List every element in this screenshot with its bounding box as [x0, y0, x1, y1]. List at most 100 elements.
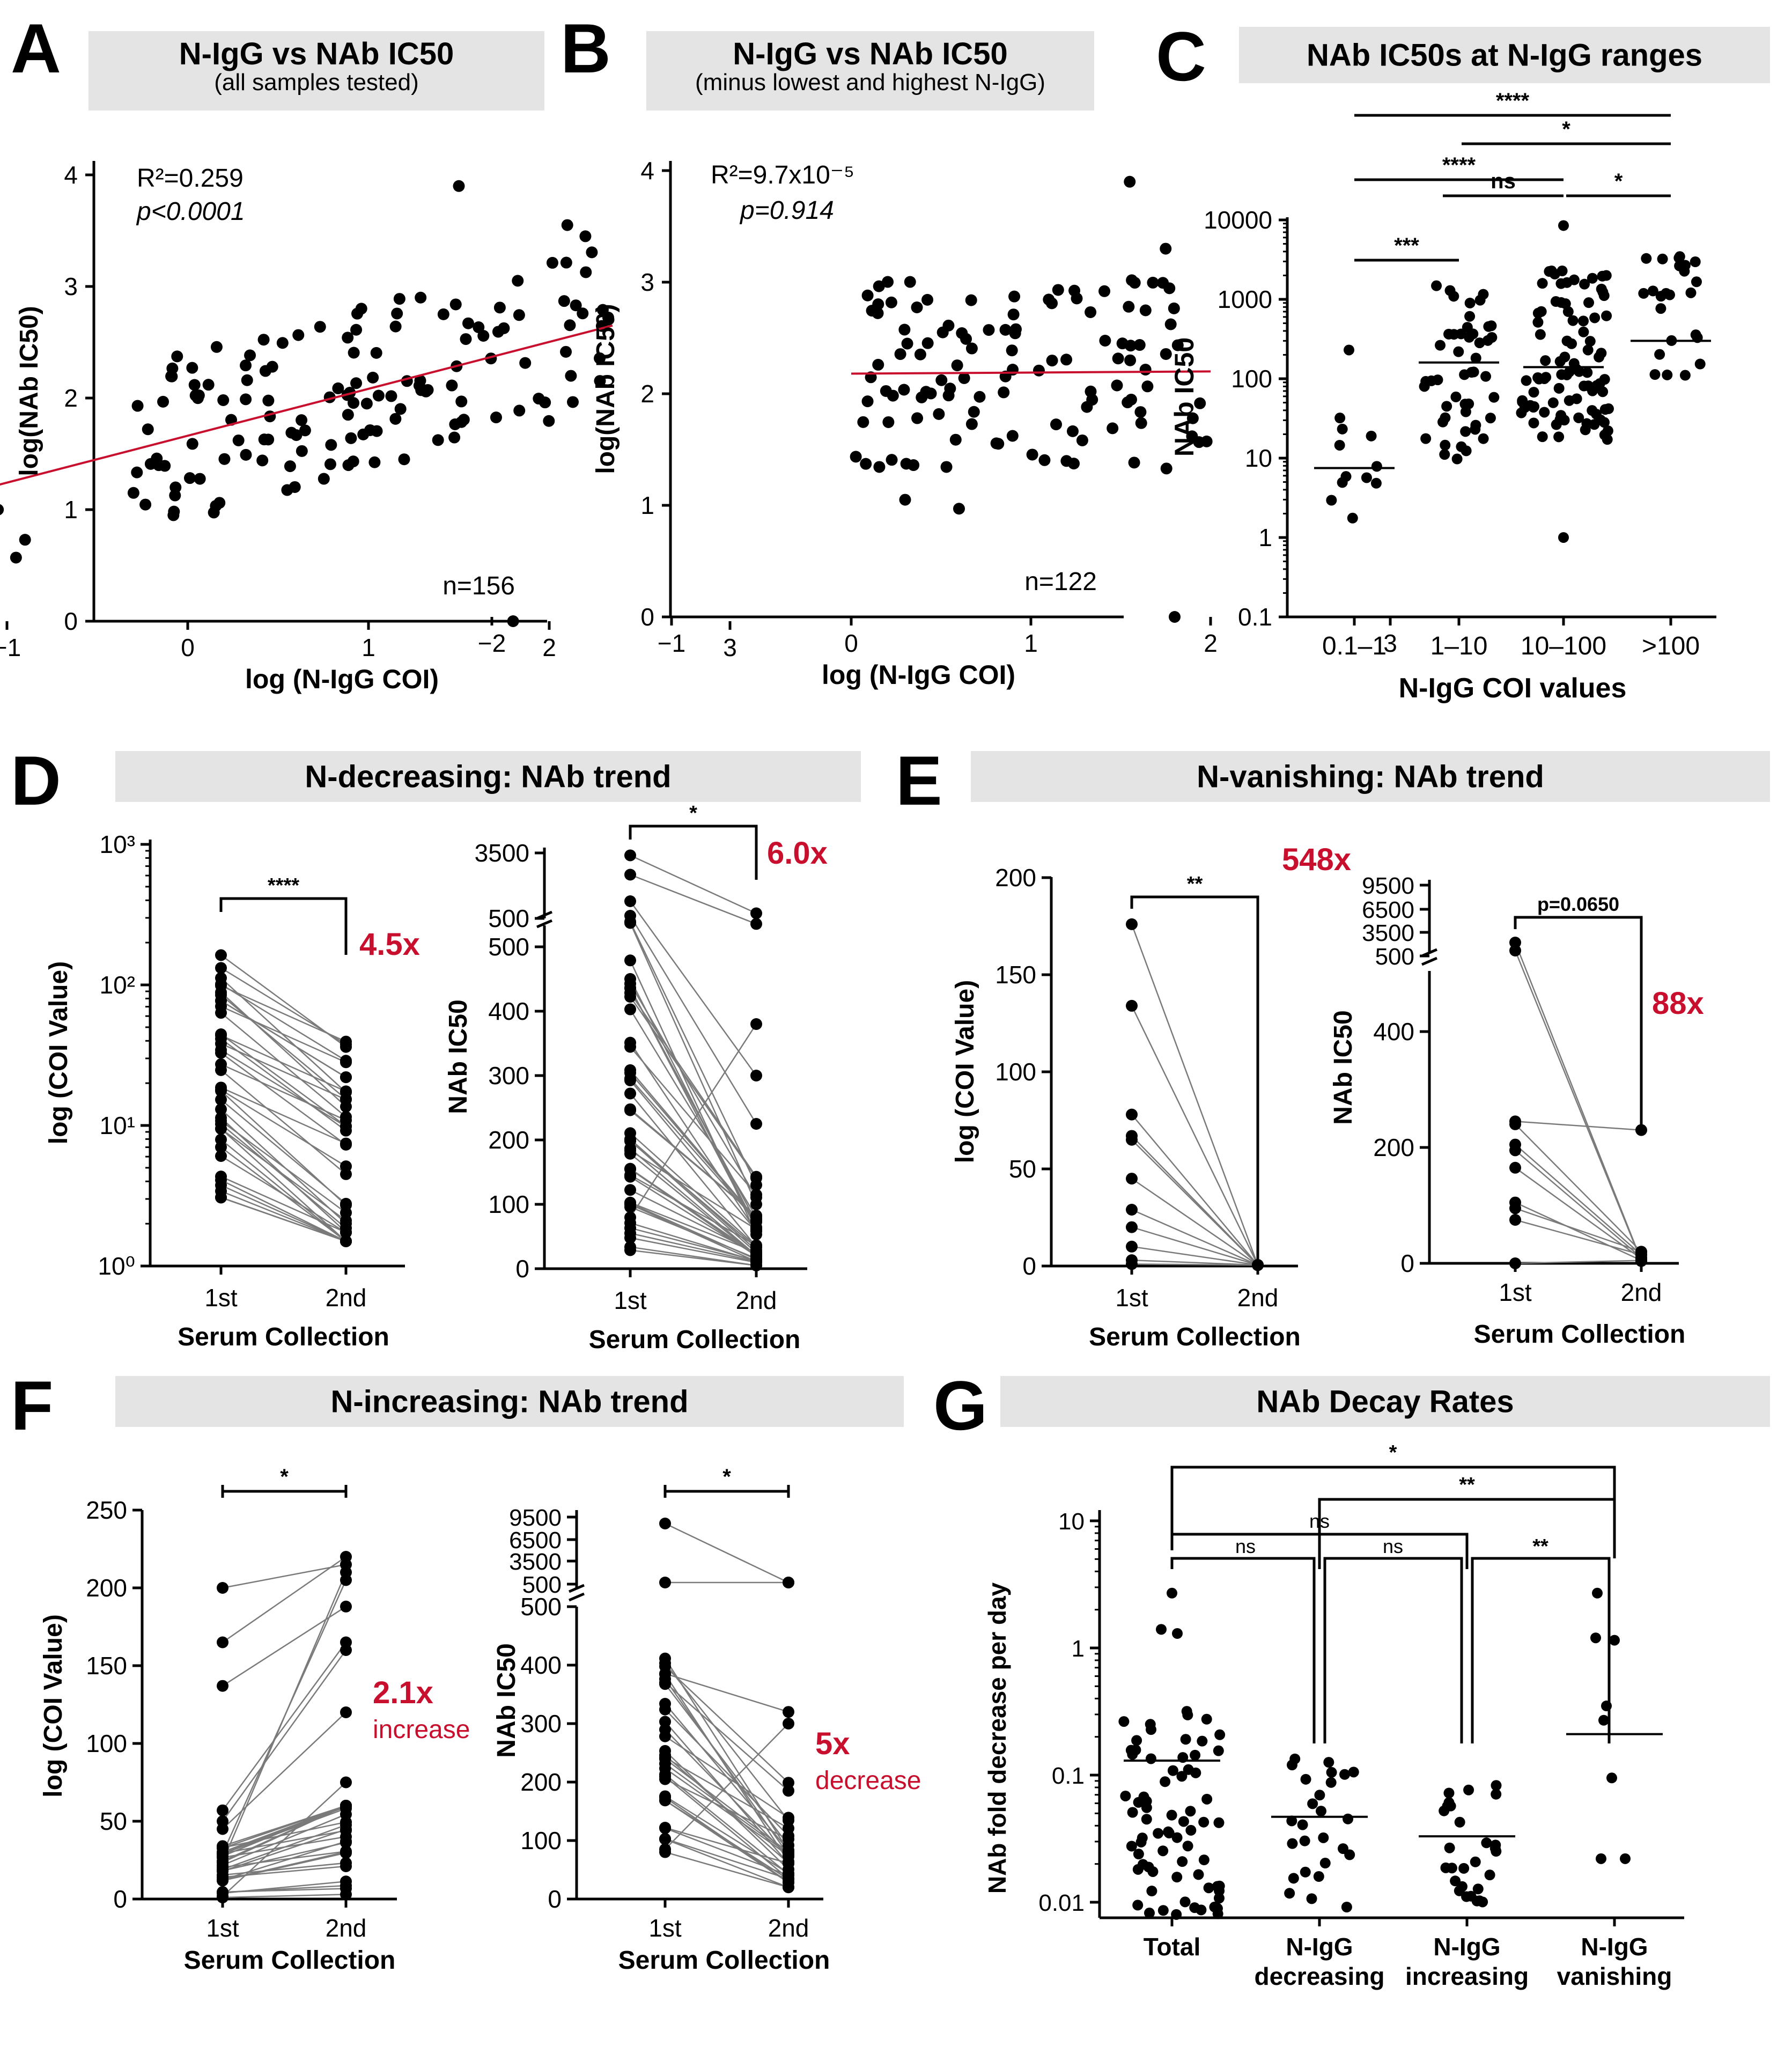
data-point [1609, 1635, 1620, 1646]
data-point [367, 371, 379, 384]
data-point [1463, 1784, 1474, 1795]
data-point [543, 415, 555, 427]
data-point [340, 1600, 352, 1613]
y-axis-label: NAb IC50 [444, 999, 473, 1114]
data-point [1366, 430, 1377, 441]
data-point [340, 1835, 352, 1848]
data-point [318, 473, 330, 485]
significance-label: * [280, 1465, 289, 1489]
data-point [624, 1133, 636, 1145]
paired-line [665, 1763, 789, 1854]
data-point [750, 1249, 762, 1262]
paired-line [630, 855, 757, 914]
paired-line [665, 1673, 789, 1713]
y-tick-label: 10 [1245, 444, 1272, 472]
data-point [1168, 302, 1180, 314]
data-point [1128, 457, 1140, 469]
data-point [783, 1785, 794, 1797]
data-point [340, 1235, 352, 1247]
data-point [165, 370, 178, 382]
data-point [783, 1848, 794, 1860]
significance-bracket [1170, 1466, 1616, 1550]
fold-change: 4.5x [359, 927, 420, 962]
paired-line [665, 1838, 789, 1880]
significance-label: ns [1235, 1535, 1256, 1557]
data-point [398, 453, 410, 466]
data-point [911, 412, 924, 424]
data-point [1420, 433, 1432, 444]
data-point [1193, 436, 1205, 448]
paired-line [222, 1712, 346, 1830]
data-point [1318, 1832, 1329, 1843]
data-point [659, 1577, 671, 1588]
x-tick-label: 2nd [1621, 1278, 1662, 1306]
significance-bracket [1170, 1557, 1611, 1743]
significance-label: * [1389, 1441, 1397, 1464]
fold-change: 2.1x [373, 1675, 433, 1710]
paired-line [222, 1642, 347, 1811]
panel-title: NAb Decay Rates [1256, 1385, 1514, 1419]
data-point [1448, 291, 1459, 302]
data-point [1213, 1745, 1224, 1756]
data-point [1124, 354, 1137, 366]
data-point [1597, 270, 1608, 282]
significance-bracket [1318, 1498, 1614, 1569]
paired-line [665, 1682, 789, 1792]
data-point [215, 995, 227, 1007]
y-axis-label: NAb fold decrease per day [983, 1582, 1011, 1894]
paired-line [665, 1750, 789, 1870]
data-point [940, 461, 953, 473]
data-point [1567, 315, 1579, 326]
data-point [1167, 1765, 1178, 1776]
paired-line [220, 1099, 346, 1204]
panel-letter: B [561, 9, 611, 87]
data-point [171, 350, 183, 363]
data-point [1181, 1706, 1192, 1717]
data-point [1126, 1204, 1138, 1216]
y-tick-label: 0 [113, 1885, 127, 1913]
x-tick-label: −1 [0, 634, 21, 661]
data-point [1163, 282, 1176, 295]
data-point [262, 394, 275, 407]
data-point [750, 918, 762, 930]
axis-break [1421, 956, 1437, 966]
y-tick-label: 500 [522, 1572, 562, 1598]
data-point [1130, 1745, 1141, 1756]
data-point [1557, 265, 1568, 276]
data-point [340, 1847, 352, 1859]
data-point [391, 307, 403, 320]
paired-line [1131, 1226, 1258, 1266]
paired-line [1131, 1178, 1258, 1266]
significance-label: ns [1383, 1535, 1403, 1557]
data-point [1547, 397, 1559, 408]
fold-change-note: increase [373, 1716, 470, 1744]
data-point [911, 301, 923, 314]
panel-letter: F [11, 1366, 53, 1445]
x-axis-label: Serum Collection [618, 1946, 830, 1975]
data-point [512, 275, 524, 287]
data-point [951, 359, 963, 372]
data-point [1038, 454, 1051, 466]
paired-line [220, 1049, 346, 1128]
data-point [783, 1706, 794, 1718]
x-tick-label: 0 [181, 634, 195, 661]
y-tick-label: 100 [1231, 365, 1272, 393]
data-point [1468, 366, 1479, 378]
paired-line [1515, 1144, 1642, 1255]
data-point [586, 246, 598, 259]
data-point [1213, 1817, 1225, 1828]
data-point [1287, 1760, 1298, 1771]
data-point [340, 1100, 352, 1113]
paired-line [1514, 942, 1642, 1261]
data-point [183, 472, 196, 484]
x-tick-label: 1st [1115, 1284, 1148, 1312]
x-tick-label: 1st [1499, 1278, 1532, 1306]
data-point [1535, 329, 1546, 340]
data-point [624, 917, 636, 929]
data-point [217, 394, 230, 406]
data-point [1490, 1839, 1501, 1851]
data-point [1325, 1777, 1337, 1788]
y-tick-label: 1 [1072, 1636, 1085, 1662]
data-point [1189, 1902, 1200, 1913]
